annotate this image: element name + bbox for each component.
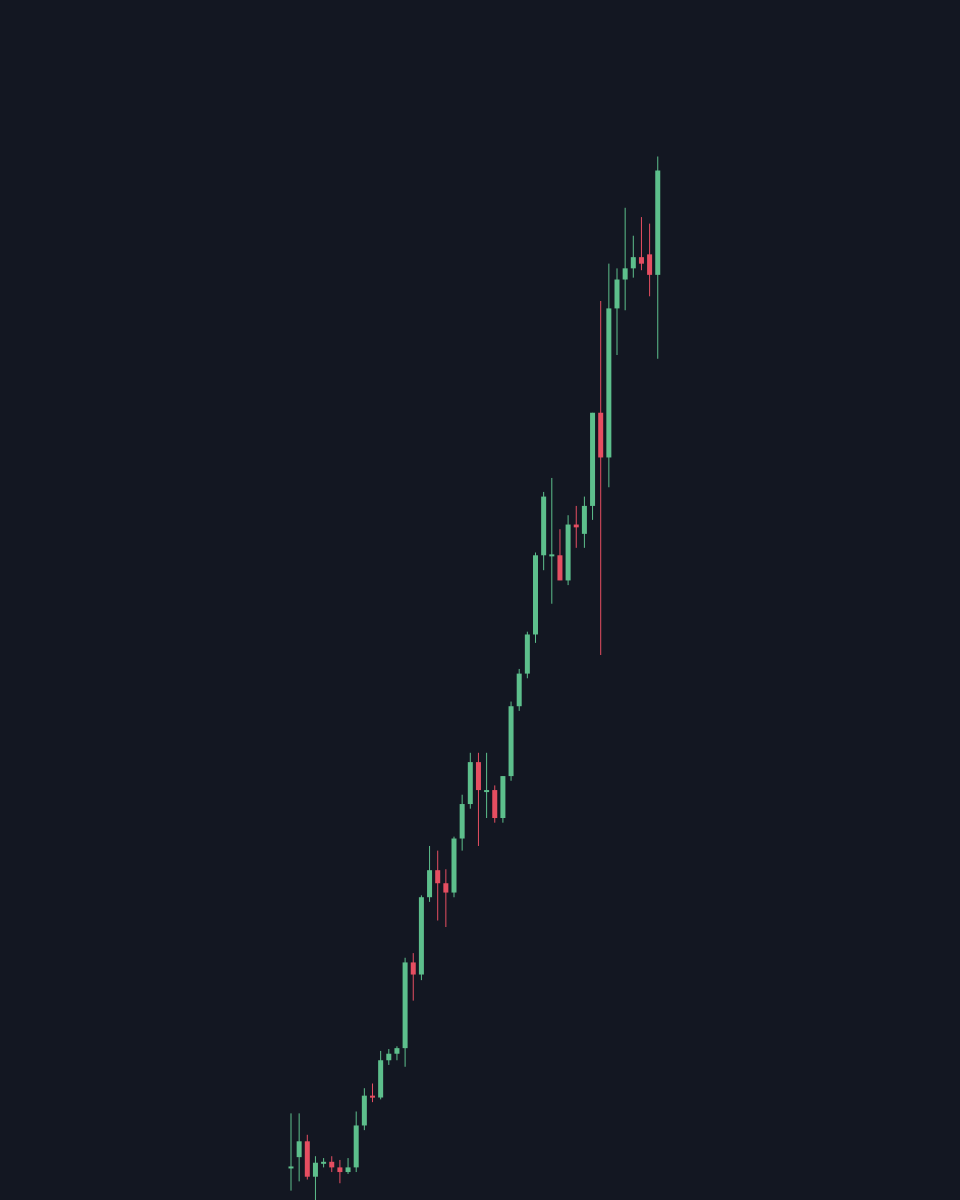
candle-4 [321,1158,327,1168]
candle-body [573,524,579,528]
candle-body [630,257,636,269]
candle-30 [533,552,538,643]
candle-43 [638,217,644,271]
candle-21 [459,794,465,851]
candle-body [418,897,424,975]
candle-7 [345,1158,351,1174]
candle-body [655,170,661,275]
candle-42 [630,235,636,278]
candle-body [304,1141,310,1177]
candle-body [508,706,514,777]
candle-body [647,254,653,275]
candle-11 [378,1050,384,1100]
candle-25 [492,785,498,823]
candle-17 [427,845,433,902]
candle-45 [655,156,661,359]
candle-body [484,790,490,793]
candle-body [312,1162,318,1177]
candle-body [443,883,449,893]
candle-body [557,555,563,581]
candle-body [565,524,571,581]
candle-36 [581,496,587,548]
candle-29 [524,631,530,679]
candle-body [500,776,506,819]
candle-18 [435,850,441,921]
candle-15 [410,953,416,1001]
candle-body [533,555,538,635]
candle-5 [329,1156,335,1173]
candle-body [410,962,416,975]
candle-14 [402,957,408,1067]
candle-body [337,1167,343,1173]
candle-body [402,962,408,1049]
candle-body [492,790,498,819]
candle-9 [361,1088,367,1131]
candle-33 [557,529,563,581]
candle-19 [443,869,449,928]
candle-44 [647,223,653,297]
candle-1 [296,1113,302,1182]
candle-27 [508,701,514,781]
candle-16 [418,895,424,981]
candle-12 [386,1049,392,1065]
candle-body [345,1167,351,1173]
candle-40 [614,268,620,355]
candle-3 [312,1156,318,1200]
candle-body [524,634,530,674]
candle-body [296,1141,302,1158]
candle-38 [598,300,604,655]
candle-body [622,268,628,280]
candle-26 [500,776,506,823]
candle-body [427,870,433,898]
candle-0 [288,1113,294,1191]
candle-body [361,1095,367,1126]
candle-28 [516,668,522,711]
candle-23 [475,752,481,846]
candle-body [451,838,457,893]
candle-body [370,1095,375,1098]
candle-8 [353,1111,359,1173]
candle-10 [370,1083,375,1103]
candle-39 [606,263,612,488]
candle-body [590,412,596,506]
candle-32 [549,477,555,604]
candle-body [606,308,612,458]
candle-24 [484,752,490,819]
candle-34 [565,515,571,586]
candle-body [614,279,620,309]
candle-body [638,257,644,264]
candle-body [288,1166,294,1169]
candle-body [329,1161,335,1168]
candle-body [353,1125,359,1168]
candle-35 [573,505,579,548]
candle-body [516,673,522,707]
candle-body [386,1053,392,1061]
candle-37 [590,412,596,520]
candle-body [598,412,604,458]
candle-body [541,496,547,556]
candle-body [321,1161,327,1164]
candle-body [378,1060,384,1098]
candle-body [394,1048,400,1054]
candle-41 [622,207,628,311]
candle-31 [541,491,547,571]
candle-13 [394,1046,400,1061]
candle-body [435,870,441,884]
candle-body [581,505,587,534]
candle-20 [451,836,457,898]
candle-body [475,762,481,791]
candle-22 [467,752,473,809]
candle-body [467,762,473,805]
candle-body [549,554,555,557]
candle-6 [337,1159,343,1184]
candle-2 [304,1134,310,1180]
candle-body [459,804,465,839]
